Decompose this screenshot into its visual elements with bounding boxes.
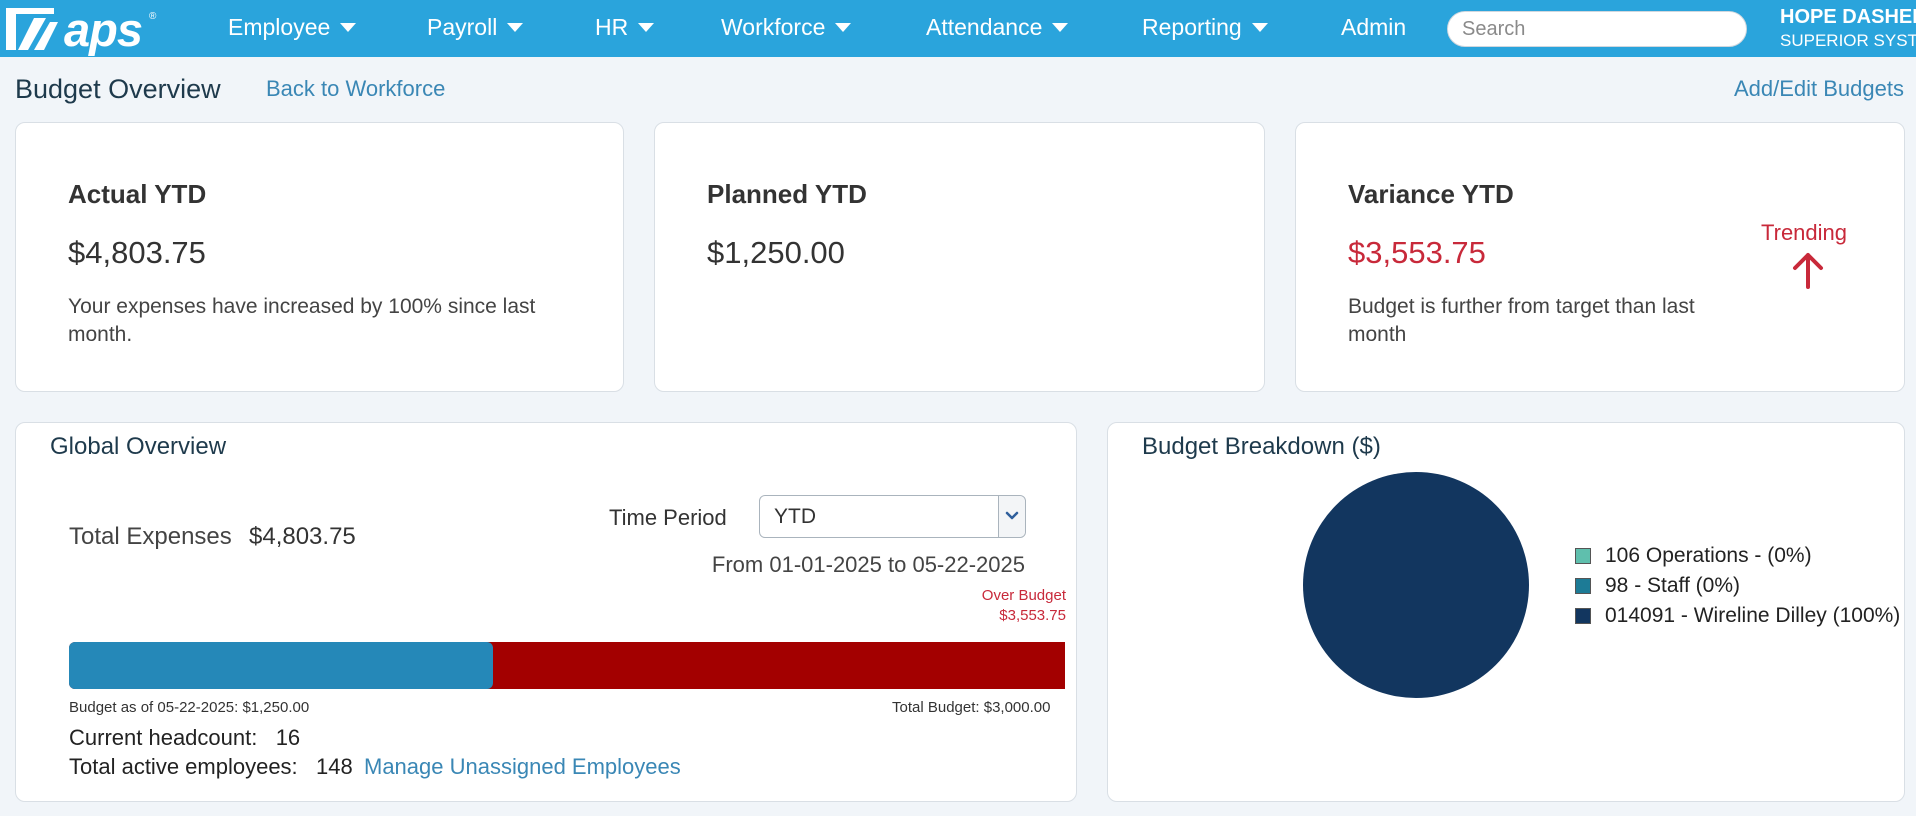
total-expenses-label: Total Expenses [69, 523, 232, 550]
legend-item: 014091 - Wireline Dilley (100%) [1575, 601, 1900, 631]
nav-workforce-label: Workforce [721, 14, 826, 40]
total-expenses-value: $4,803.75 [249, 523, 356, 550]
nav-admin[interactable]: Admin [1341, 14, 1406, 41]
legend-item: 98 - Staff (0%) [1575, 571, 1900, 601]
pie-legend: 106 Operations - (0%) 98 - Staff (0%) 01… [1575, 541, 1900, 631]
legend-label: 98 - Staff (0%) [1605, 574, 1741, 597]
nav-payroll[interactable]: Payroll [427, 14, 524, 41]
nav-attendance-label: Attendance [926, 14, 1043, 40]
total-active-employees-value: 148 [316, 754, 353, 779]
logo-text: aps [64, 3, 143, 56]
legend-label: 106 Operations - (0%) [1605, 544, 1812, 567]
trending-label: Trending [1761, 220, 1848, 245]
over-budget-value: $3,553.75 [999, 607, 1066, 624]
variance-ytd-value: $3,553.75 [1348, 235, 1486, 270]
actual-ytd-title: Actual YTD [68, 179, 207, 209]
budget-breakdown-title: Budget Breakdown ($) [1142, 433, 1381, 460]
nav-workforce[interactable]: Workforce [721, 14, 852, 41]
search-input[interactable] [1447, 11, 1747, 47]
time-period-value: YTD [774, 505, 816, 528]
budget-progress-bar [69, 642, 1065, 689]
pie-slice-2[interactable] [1303, 472, 1529, 698]
page-title: Budget Overview [15, 74, 221, 104]
nav-employee-label: Employee [228, 14, 331, 40]
chevron-down-icon [507, 23, 524, 32]
variance-ytd-card: Variance YTD $3,553.75 Budget is further… [1295, 122, 1905, 392]
time-period-select[interactable]: YTD [759, 495, 1026, 538]
add-edit-budgets-link[interactable]: Add/Edit Budgets [1733, 76, 1904, 101]
actual-ytd-card: Actual YTD $4,803.75 Your expenses have … [15, 122, 624, 392]
legend-item: 106 Operations - (0%) [1575, 541, 1900, 571]
legend-label: 014091 - Wireline Dilley (100%) [1605, 604, 1901, 627]
global-overview-title: Global Overview [50, 433, 227, 460]
nav-reporting-label: Reporting [1142, 14, 1242, 40]
budget-pie-chart [1303, 472, 1529, 698]
legend-swatch [1575, 608, 1591, 624]
legend-swatch [1575, 578, 1591, 594]
planned-ytd-card: Planned YTD $1,250.00 [654, 122, 1265, 392]
chevron-down-icon [638, 23, 655, 32]
planned-ytd-title: Planned YTD [707, 179, 867, 209]
chevron-down-icon [835, 23, 852, 32]
time-period-label: Time Period [609, 505, 727, 530]
aps-logo-icon [6, 8, 58, 50]
nav-payroll-label: Payroll [427, 14, 498, 40]
over-budget-label: Over Budget [981, 587, 1066, 604]
current-headcount: Current headcount: 16 [69, 725, 300, 751]
logo-registered-mark: ® [149, 11, 157, 22]
top-navbar: aps ® Employee Payroll HR Workforce Atte… [0, 0, 1916, 57]
back-to-workforce-link[interactable]: Back to Workforce [266, 76, 446, 101]
actual-ytd-description: Your expenses have increased by 100% sin… [68, 295, 536, 346]
current-headcount-label: Current headcount: [69, 725, 258, 750]
budget-breakdown-card: Budget Breakdown ($) 106 Operations - (0… [1107, 422, 1905, 802]
planned-ytd-value: $1,250.00 [707, 235, 845, 270]
chevron-down-icon [1251, 23, 1268, 32]
nav-attendance[interactable]: Attendance [926, 14, 1069, 41]
arrow-up-icon [1793, 253, 1823, 289]
total-active-employees: Total active employees: 148 [69, 754, 353, 780]
chevron-down-icon [1005, 511, 1019, 520]
global-overview-card: Global Overview Total Expenses $4,803.75… [15, 422, 1077, 802]
chevron-down-icon [340, 23, 357, 32]
nav-hr-label: HR [595, 14, 629, 40]
variance-ytd-description: Budget is further from target than last … [1348, 295, 1695, 346]
nav-admin-label: Admin [1341, 14, 1407, 40]
select-toggle[interactable] [998, 496, 1025, 537]
variance-ytd-title: Variance YTD [1348, 179, 1514, 209]
nav-reporting[interactable]: Reporting [1142, 14, 1268, 41]
user-company: SUPERIOR SYSTEMS [1780, 31, 1916, 50]
date-range: From 01-01-2025 to 05-22-2025 [711, 552, 1025, 577]
nav-employee[interactable]: Employee [228, 14, 357, 41]
chevron-down-icon [1052, 23, 1069, 32]
manage-unassigned-employees-link[interactable]: Manage Unassigned Employees [364, 754, 681, 779]
nav-hr[interactable]: HR [595, 14, 655, 41]
actual-ytd-value: $4,803.75 [68, 235, 206, 270]
user-name[interactable]: HOPE DASHER [1780, 6, 1916, 28]
legend-swatch [1575, 548, 1591, 564]
total-active-employees-label: Total active employees: [69, 754, 298, 779]
budget-bar-budget-segment [69, 642, 493, 689]
total-budget-label: Total Budget: $3,000.00 [892, 699, 1051, 716]
budget-as-of-label: Budget as of 05-22-2025: $1,250.00 [69, 699, 310, 716]
current-headcount-value: 16 [275, 725, 301, 750]
aps-logo[interactable]: aps ® [4, 3, 157, 56]
